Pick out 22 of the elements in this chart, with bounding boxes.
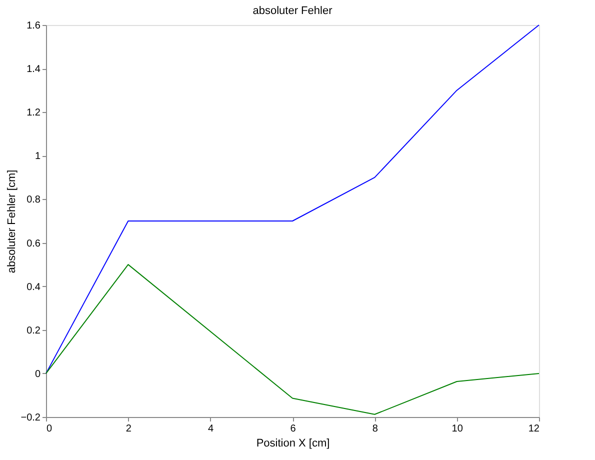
y-tick-label: −0.2 <box>20 412 41 424</box>
y-tick-label: 0.8 <box>26 194 41 206</box>
x-tick-label: 8 <box>372 424 378 434</box>
y-axis-title: absoluter Fehler [cm] <box>6 170 18 274</box>
y-tick-label: 0 <box>34 368 41 380</box>
y-tick-label: 1.4 <box>26 64 41 76</box>
y-tick-label: 1.6 <box>26 20 41 32</box>
y-tick-label: 1 <box>34 151 41 162</box>
x-tick-label: 4 <box>208 424 214 434</box>
line-series <box>46 24 540 374</box>
x-tick-label: 10 <box>452 424 464 434</box>
y-tick-label: 0.4 <box>26 282 41 293</box>
x-tick-label: 6 <box>290 424 296 434</box>
x-tick-label: 0 <box>46 424 52 434</box>
x-axis-title: Position X [cm] <box>256 438 330 450</box>
line-series <box>46 264 540 415</box>
y-tick-label: 1.2 <box>26 108 41 119</box>
y-tick-label: 0.2 <box>26 325 41 336</box>
x-tick-label: 2 <box>126 424 132 434</box>
x-tick-label: 12 <box>528 424 540 434</box>
chart-title: absoluter Fehler <box>252 5 333 17</box>
y-tick-label: 0.6 <box>26 238 41 250</box>
